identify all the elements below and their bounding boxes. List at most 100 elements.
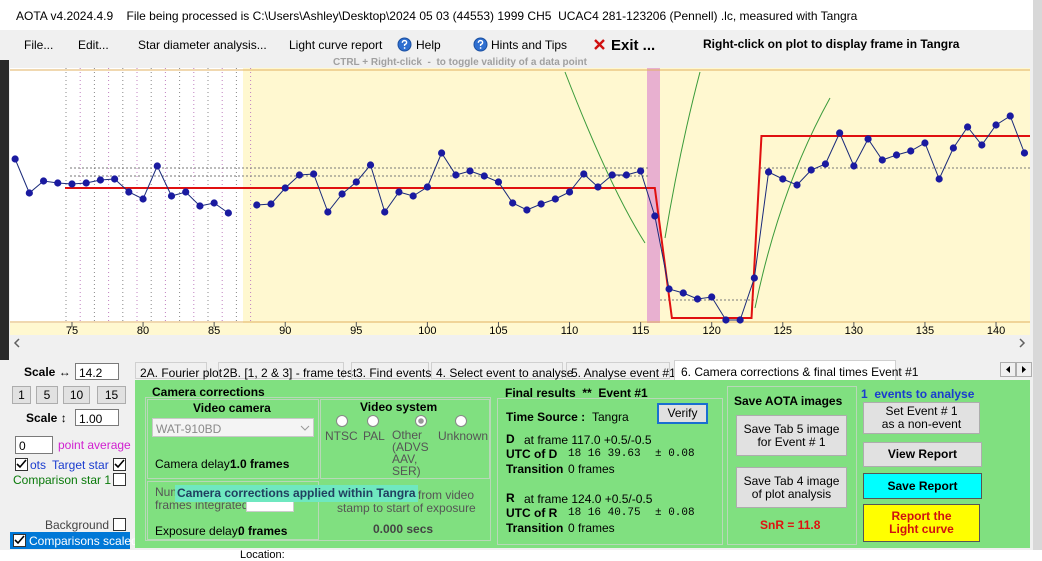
r-frame: at frame 124.0 +0.5/-0.5 [524,492,653,506]
menu-edit[interactable]: Edit... [78,38,109,52]
tab[interactable]: 3. Find events [351,362,431,380]
scale-button[interactable]: 10 [63,386,90,404]
data-point [167,192,176,200]
scale-v-input[interactable]: 1.00 [75,409,119,426]
data-point [551,195,559,203]
r-label: R [506,491,515,505]
scaled-row[interactable] [10,532,130,549]
save-report-button[interactable]: Save Report [863,473,982,499]
camera-delay-value: 1.0 frames [230,457,290,471]
data-point [637,167,645,175]
x-tick-label: 85 [208,325,220,335]
checkbox[interactable] [113,473,126,486]
menu-exit[interactable]: Exit ... [611,37,656,54]
data-point [963,123,972,131]
data-point [1006,112,1014,120]
camera-title: Camera corrections [152,385,265,399]
average-select[interactable]: 0 [15,436,53,454]
exposure-delay-value: 0 frames [238,524,288,538]
window-title: AOTA v4.2024.4.9 File being processed is… [16,9,858,23]
data-point [878,156,886,164]
data-point [537,200,545,208]
data-point [736,316,744,324]
data-point [338,190,346,198]
verify-button[interactable]: Verify [657,403,708,424]
data-point [125,188,133,196]
checkbox[interactable] [113,518,126,531]
data-point [850,162,858,170]
transition-r: 0 frames [568,521,615,535]
data-point [836,129,844,137]
scale-button[interactable]: 15 [97,386,126,404]
scale-h-input[interactable]: 14.2 [75,363,119,380]
data-point [750,274,758,282]
time-source: Tangra [592,410,629,424]
view-report-button[interactable]: View Report [863,442,982,467]
video-camera-group [147,399,319,479]
utc-r-err: ± 0.08 [655,507,695,519]
tab[interactable]: 5. Analyse event #1 [566,362,676,380]
transition-d-label: Transition [506,462,564,476]
tab[interactable]: 2B. [1, 2 & 3] - frame test [218,362,356,380]
x-tick-label: 140 [987,325,1005,335]
x-tick-label: 135 [916,325,934,335]
scaled-label: Comparisons scaled [29,534,138,548]
menu-star-diameter[interactable]: Star diameter analysis... [138,38,267,52]
exit-icon [594,39,605,50]
non-event-button[interactable]: Set Event # 1 as a non-event [863,402,980,434]
data-point [708,293,716,301]
data-point [693,295,702,303]
tab[interactable]: 2A. Fourier plot [135,362,222,380]
radio-pal: PAL [363,429,385,443]
light-curve-plot[interactable]: 75 80 85 90 95 100 105 110 115 120 125 130 135 140 [10,68,1030,335]
menu-hints[interactable]: Hints and Tips [491,38,568,52]
secs-value: 0.000 secs [373,522,434,536]
menu-file[interactable]: File... [24,38,54,52]
data-point [580,170,588,178]
menu-light-curve-report[interactable]: Light curve report [289,38,383,52]
ctrl-hint: CTRL + Right-click - to toggle validity … [333,57,587,68]
camera-group [145,397,491,541]
data-point [295,171,304,179]
hints-icon [473,37,488,52]
tab-scroll[interactable] [1000,362,1032,377]
tab[interactable]: 4. Select event to analyse [431,362,573,380]
background-label: Background [45,518,110,532]
scale-button[interactable]: 1 [12,386,31,404]
data-point [509,199,517,207]
data-point [992,121,1000,129]
average-label: point average [58,438,131,452]
save-title: Save AOTA images [734,394,843,408]
data-point [793,181,801,189]
data-point [139,195,147,203]
plot-scrollbar[interactable] [10,335,1034,351]
tab-active[interactable]: 6. Camera corrections & final times Even… [674,360,918,381]
model-line [65,135,1030,319]
data-point [480,172,488,180]
save-tab5-button[interactable]: Save Tab 5 image for Event # 1 [736,415,847,456]
radios[interactable] [320,412,490,428]
title-bar [0,0,1034,30]
desktop-edge [0,60,9,360]
data-point [622,171,631,179]
save-group [727,386,857,545]
status-strip [0,550,1042,561]
fit-curve [664,71,701,239]
data-point [153,162,161,170]
snr: SnR = 11.8 [760,518,821,532]
axis-strip [10,323,1030,335]
save-tab4-button[interactable]: Save Tab 4 image of plot analysis [736,467,847,508]
data-point [665,285,673,293]
x-tick-label: 125 [774,325,792,335]
transition-r-label: Transition [506,521,564,535]
scale-button[interactable]: 5 [36,386,58,404]
data-point [409,192,417,200]
x-tick-label: 75 [66,325,78,335]
menu-help[interactable]: Help [416,38,441,52]
data-point [949,144,957,152]
report-lc-button[interactable]: Report the Light curve [863,504,980,542]
data-point [437,149,446,157]
check-marks [16,459,125,469]
camera-select[interactable]: WAT-910BD [152,418,314,437]
